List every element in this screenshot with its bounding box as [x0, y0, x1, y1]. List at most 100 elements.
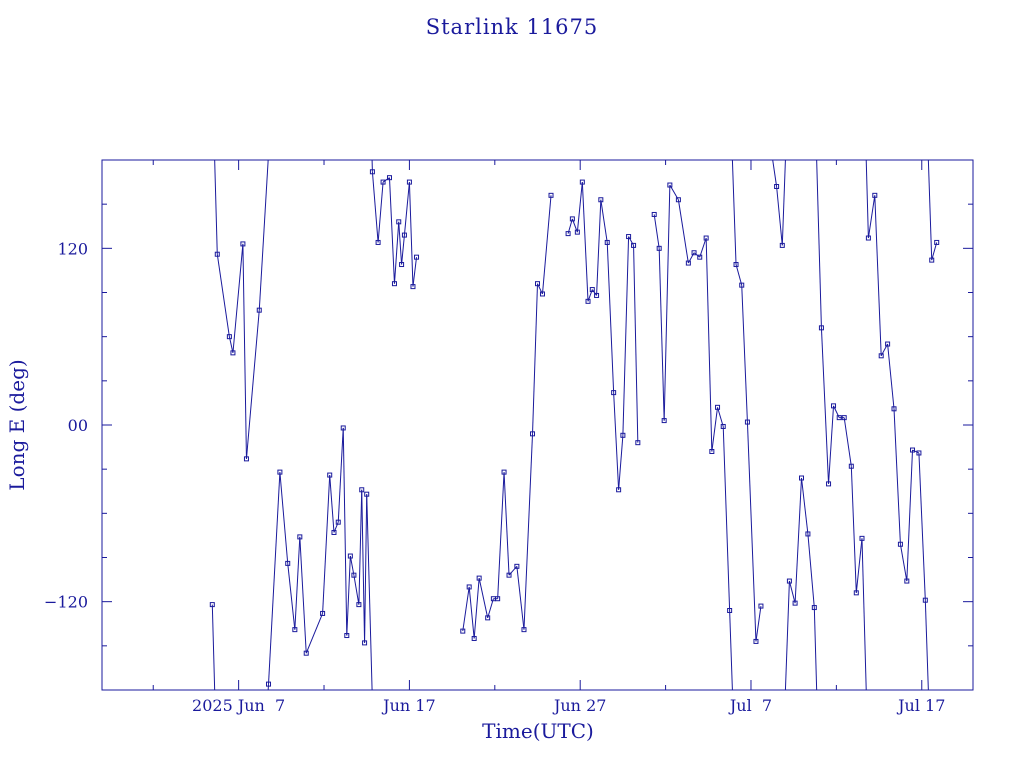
data-point: [569, 216, 575, 222]
data-point: [214, 251, 220, 257]
series-line-segment: [899, 544, 908, 582]
series-line-segment: [711, 407, 719, 452]
data-point: [485, 615, 491, 621]
data-point: [266, 681, 272, 687]
series-line-segment: [705, 238, 713, 452]
data-point: [831, 403, 837, 409]
data-point: [240, 241, 246, 247]
series-line-segment: [358, 489, 363, 605]
data-point: [277, 469, 283, 475]
series-line-segment: [735, 264, 743, 286]
series-line-segment: [462, 586, 470, 632]
series-line-segment: [581, 182, 589, 302]
plot-frame: [101, 159, 974, 691]
data-point: [922, 597, 928, 603]
series-line-segment: [865, 160, 869, 239]
series-line-segment: [906, 450, 914, 582]
y-tick-label: −120: [44, 593, 88, 612]
series-line-segment: [279, 472, 289, 564]
series-line-segment: [398, 221, 403, 265]
series-line-segment: [412, 257, 418, 287]
data-point: [414, 254, 420, 260]
data-point: [904, 578, 910, 584]
series-line-segment: [772, 160, 778, 187]
series-line-segment: [918, 452, 926, 601]
series-line-segment: [618, 435, 624, 490]
data-point: [865, 235, 871, 241]
data-point: [651, 211, 657, 217]
data-point: [733, 262, 739, 268]
series-line-segment: [468, 586, 475, 639]
data-point: [579, 179, 585, 185]
x-tick-label: Jul 7: [728, 696, 772, 715]
data-point: [391, 281, 397, 287]
series-line-segment: [867, 195, 876, 239]
data-point: [320, 610, 326, 616]
data-point: [335, 519, 341, 525]
data-point: [351, 572, 357, 578]
data-point: [401, 232, 407, 238]
series-line-segment: [600, 199, 608, 243]
data-point: [331, 529, 337, 535]
series-line-segment: [755, 606, 762, 642]
data-point: [744, 419, 750, 425]
series-line-segment: [606, 242, 615, 393]
series-line-segment: [658, 248, 665, 421]
series-line-segment: [801, 477, 809, 535]
data-point: [594, 292, 600, 298]
data-point: [406, 179, 412, 185]
data-point: [853, 590, 859, 596]
data-point: [859, 535, 865, 541]
data-point: [934, 239, 940, 245]
series-line-segment: [850, 466, 857, 593]
series-line-segment: [813, 607, 818, 690]
series-line-segment: [784, 581, 790, 690]
data-point: [620, 432, 626, 438]
series-line-segment: [746, 422, 757, 642]
y-axis-label: Long E (deg): [5, 359, 29, 490]
data-point: [359, 487, 365, 493]
series-line-segment: [820, 327, 830, 484]
data-point: [661, 418, 667, 424]
series-line-segment: [268, 472, 281, 685]
series-line-segment: [576, 182, 583, 233]
data-point: [501, 469, 507, 475]
series-line-segment: [294, 536, 301, 630]
data-point: [675, 197, 681, 203]
series-line-segment: [299, 536, 307, 654]
series-line-segment: [613, 392, 620, 490]
series-line-segment: [729, 610, 733, 690]
series-line-segment: [216, 254, 230, 337]
data-point: [715, 404, 721, 410]
data-point: [774, 184, 780, 189]
data-point: [805, 531, 811, 537]
data-point: [667, 182, 673, 188]
series-line-segment: [337, 427, 344, 523]
series-line-segment: [781, 160, 786, 246]
data-point: [811, 605, 817, 611]
data-point: [753, 638, 759, 644]
series-line-segment: [388, 177, 395, 284]
series-line-segment: [214, 160, 218, 255]
series-line-segment: [927, 160, 933, 261]
data-point: [369, 169, 375, 175]
series-line-segment: [377, 182, 384, 243]
data-point: [396, 219, 402, 225]
series-line-segment: [408, 182, 414, 287]
data-point: [476, 575, 482, 581]
data-point: [786, 578, 792, 584]
series-line-segment: [794, 477, 803, 604]
data-point: [897, 541, 903, 547]
data-point: [460, 628, 466, 634]
series-line-segment: [242, 243, 247, 459]
data-point: [635, 440, 641, 446]
series-line-segment: [893, 408, 901, 545]
data-point: [495, 596, 501, 602]
data-point: [792, 600, 798, 606]
series-line-segment: [473, 578, 480, 639]
data-point: [878, 353, 884, 359]
data-point: [589, 287, 595, 293]
series-line-segment: [596, 199, 602, 296]
data-point: [697, 254, 703, 260]
